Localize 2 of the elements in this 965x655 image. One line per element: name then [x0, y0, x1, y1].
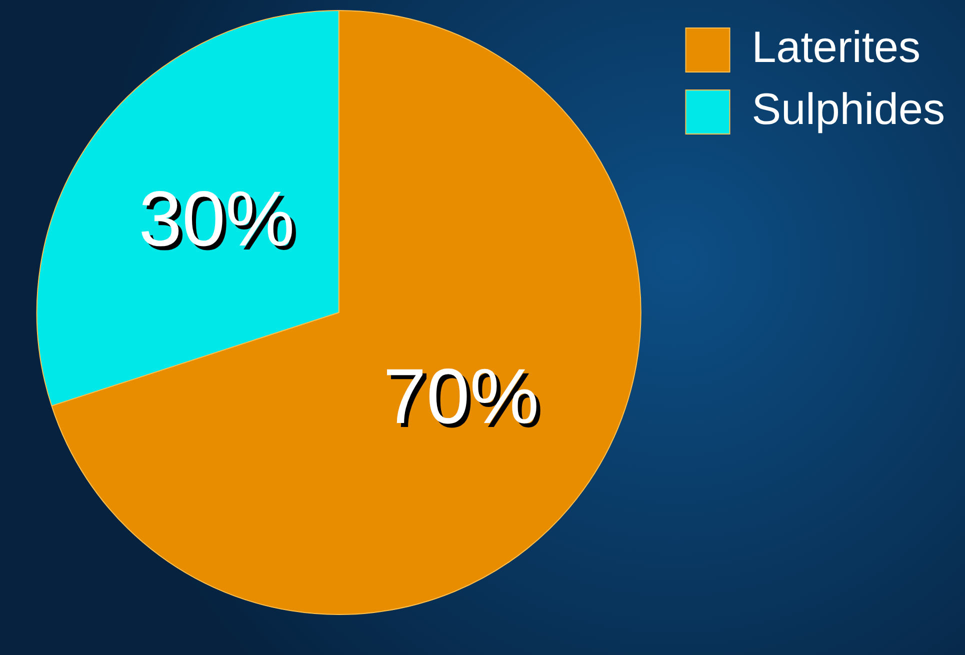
legend-label: Laterites [752, 23, 921, 72]
legend-label: Sulphides [752, 85, 946, 134]
